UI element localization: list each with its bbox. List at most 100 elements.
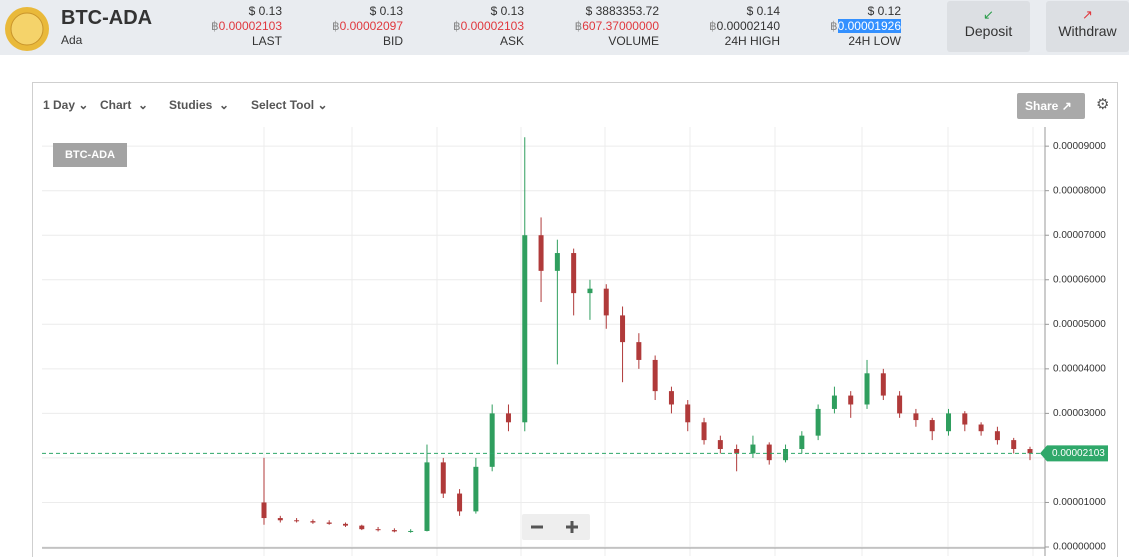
button-label: Deposit [964,23,1013,39]
candle-body [522,235,528,423]
candle-body [864,373,870,405]
stat-label: 24H LOW [848,34,901,48]
stat-label: LAST [251,34,282,48]
candle-body [848,395,854,405]
candle-body [375,529,381,531]
candle-body [326,522,332,524]
usd-price: $ 3883353.72 [585,4,659,18]
candle-body [636,342,642,360]
btc-price: 0.00002140 [716,19,780,33]
usd-price: $ 0.12 [867,4,901,18]
candle-body [554,253,560,271]
candle-body [408,530,414,532]
share-label: Share [1025,99,1059,113]
btc-price: 0.00002097 [339,19,403,33]
usd-price: $ 0.14 [746,4,780,18]
y-tick-label: 0.00007000 [1053,230,1106,241]
y-tick-label: 0.00006000 [1053,274,1106,285]
y-tick-label: 0.00000000 [1053,542,1106,553]
btc-symbol: ฿ [331,19,340,33]
candle-body [603,288,609,316]
candle-body [685,404,691,423]
coin-logo [5,7,49,51]
candle-body [391,530,397,532]
withdraw-button[interactable]: ↗ Withdraw [1046,1,1129,52]
price-tag [1040,445,1108,462]
candle-body [489,413,495,467]
share-button[interactable]: Share ↗ [1017,93,1085,119]
candle-body [799,435,805,450]
btc-row: ฿607.37000000 [575,19,659,34]
btc-symbol: ฿ [452,19,461,33]
chart-panel: 1 Day ⌄ Chart ⌄ Studies ⌄ Select Tool ⌄ … [32,82,1118,557]
y-tick-label: 0.00004000 [1053,363,1106,374]
candle-body [750,444,756,454]
btc-row: ฿0.00002103 [211,19,282,34]
candle-body [766,444,772,461]
stat-label: BID [382,34,403,48]
candle-body [473,466,479,512]
candle-body [587,288,593,294]
btc-row: ฿0.00002103 [453,19,524,34]
stat-label: ASK [499,34,524,48]
y-tick-label: 0.00005000 [1053,319,1106,330]
menu-label: Chart [100,98,132,112]
btc-price: 607.37000000 [582,19,659,33]
candle-body [440,462,446,494]
candle-body [880,373,886,396]
candle-body [359,525,365,530]
pair: BTC-ADA [61,7,153,29]
candle-body [294,520,300,522]
zoom-controls[interactable] [522,514,590,540]
y-tick-label: 0.00003000 [1053,408,1106,419]
button-label: Withdraw [1058,23,1117,39]
btc-symbol: ฿ [574,19,583,33]
btc-price: 0.00001926 [837,19,901,33]
candle-body [342,523,348,526]
candle-body [994,431,1000,441]
btc-row: ฿0.00002140 [709,19,780,34]
btc-row: ฿0.00002097 [332,19,403,34]
candle-body [424,462,430,531]
candle-body [457,493,463,512]
stat-label: VOLUME [608,34,659,48]
menu[interactable]: Select Tool ⌄ [251,98,328,112]
candle-body [652,359,658,392]
btc-symbol: ฿ [829,19,838,33]
stat: $ 0.13 ฿0.00002103 ASK [453,4,524,49]
candle-body [1011,440,1017,450]
deposit-button[interactable]: ↙ Deposit [947,1,1030,52]
usd-price: $ 0.13 [369,4,403,18]
usd-price: $ 0.13 [248,4,282,18]
menu[interactable]: 1 Day ⌄ [43,98,89,112]
price-tag-label: 0.00002103 [1052,448,1105,459]
candle-body [815,408,821,436]
menu-label: 1 Day [43,98,76,112]
menu[interactable]: Studies ⌄ [169,98,230,112]
menu[interactable]: Chart ⌄ [100,98,149,112]
legend-label: BTC-ADA [65,149,115,161]
stat: $ 0.14 ฿0.00002140 24H HIGH [709,4,780,49]
candle-body [505,413,511,423]
y-tick-label: 0.00008000 [1053,185,1106,196]
stat-label: 24H HIGH [724,34,780,48]
menu-label: Select Tool [251,98,315,112]
stat: $ 0.12 ฿0.00001926 24H LOW [830,4,901,49]
btc-symbol: ฿ [210,19,219,33]
settings-icon[interactable]: ⚙ [1096,96,1110,113]
candle-body [701,422,707,441]
menu-label: Studies [169,98,213,112]
candle-body [978,424,984,432]
btc-price: 0.00002103 [218,19,282,33]
candle-body [734,449,740,454]
btc-row: ฿0.00001926 [830,19,901,34]
candle-body [962,413,968,425]
candle-body [897,395,903,414]
candle-body [783,449,789,461]
stat: $ 3883353.72 ฿607.37000000 VOLUME [575,4,659,49]
candle-body [946,413,952,432]
btc-symbol: ฿ [708,19,717,33]
coin-name: Ada [61,33,83,47]
